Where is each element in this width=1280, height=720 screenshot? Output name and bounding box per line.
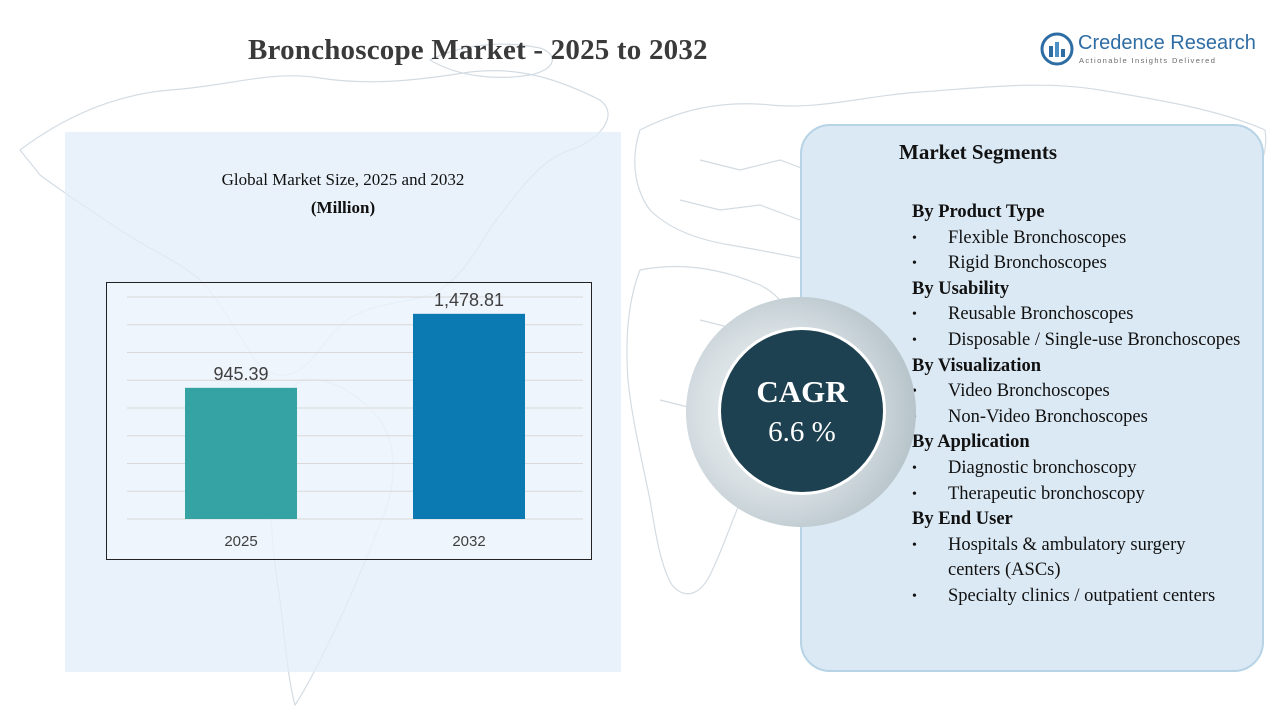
segment-item: • Rigid Bronchoscopes xyxy=(912,251,1242,277)
segment-item: • Flexible Bronchoscopes xyxy=(912,226,1242,252)
bullet-icon: • xyxy=(912,537,917,553)
bar-2032 xyxy=(413,313,525,519)
segment-item-label: Disposable / Single-use Bronchoscopes xyxy=(948,329,1241,350)
credence-logo-icon xyxy=(1040,32,1074,66)
segment-group-heading: By End User xyxy=(912,509,1013,530)
segments-list: By Product Type • Flexible Bronchoscopes • R… xyxy=(912,200,1242,610)
bar-chart: 945.39 2025 1,478.81 2032 xyxy=(106,282,592,560)
segment-item-label: Specialty clinics / outpatient centers xyxy=(948,585,1216,606)
chart-panel: Global Market Size, 2025 and 2032 (Milli… xyxy=(65,132,621,672)
segment-item: • Specialty clinics / outpatient centers xyxy=(912,584,1242,610)
segment-group-heading: By Product Type xyxy=(912,202,1045,222)
segment-group-heading: By Usability xyxy=(912,278,1010,299)
segment-item: •Non-Video Bronchoscopes xyxy=(912,405,1242,431)
data-label: 1,478.81 xyxy=(434,290,504,310)
segment-item: • Therapeutic bronchoscopy xyxy=(912,482,1242,508)
segment-item: • Disposable / Single-use Bronchoscopes xyxy=(912,328,1242,354)
cagr-badge: CAGR 6.6 % xyxy=(718,327,886,495)
segment-item-label: Video Bronchoscopes xyxy=(948,381,1110,402)
page-title: Bronchoscope Market - 2025 to 2032 xyxy=(248,34,708,66)
x-tick-label: 2025 xyxy=(224,533,257,550)
segment-group-heading: By Visualization xyxy=(912,355,1042,376)
bullet-icon: • xyxy=(912,230,917,246)
bar-2025 xyxy=(185,387,297,519)
segment-item-label: Flexible Bronchoscopes xyxy=(948,227,1127,248)
data-label: 945.39 xyxy=(213,364,268,384)
segments-title: Market Segments xyxy=(899,140,1058,164)
bullet-icon: • xyxy=(912,588,917,604)
brand-logo: Credence Research Actionable Insights De… xyxy=(1040,30,1260,70)
bullet-icon: • xyxy=(912,256,917,272)
segment-item-label: Reusable Bronchoscopes xyxy=(948,304,1134,325)
segment-item-label: Rigid Bronchoscopes xyxy=(948,253,1107,274)
bullet-icon: • xyxy=(912,460,917,476)
x-tick-label: 2032 xyxy=(452,533,485,550)
segment-item: • Hospitals & ambulatory surgery centers … xyxy=(912,533,1242,584)
cagr-value: 6.6 % xyxy=(768,416,836,448)
bullet-icon: • xyxy=(912,384,917,400)
segment-item-label: Diagnostic bronchoscopy xyxy=(948,457,1137,478)
segment-item-label: Therapeutic bronchoscopy xyxy=(948,483,1145,504)
bullet-icon: • xyxy=(912,332,917,348)
brand-name: Credence Research xyxy=(1078,32,1256,54)
cagr-label: CAGR xyxy=(756,374,848,409)
bullet-icon: • xyxy=(912,486,917,502)
segment-item: • Video Bronchoscopes xyxy=(912,379,1242,405)
brand-tagline: Actionable Insights Delivered xyxy=(1079,56,1217,65)
segment-item: • Diagnostic bronchoscopy xyxy=(912,456,1242,482)
bullet-icon: • xyxy=(912,307,917,323)
segment-group-heading: By Application xyxy=(912,432,1030,453)
bar-chart-canvas: 945.39 2025 1,478.81 2032 xyxy=(127,290,583,550)
chart-subtitle: Global Market Size, 2025 and 2032 xyxy=(221,170,465,189)
segment-item-label: Non-Video Bronchoscopes xyxy=(948,406,1148,427)
segment-item: • Reusable Bronchoscopes xyxy=(912,302,1242,328)
chart-unit-label: (Million) xyxy=(310,198,376,217)
segment-item-label: Hospitals & ambulatory surgery centers (… xyxy=(948,534,1186,581)
